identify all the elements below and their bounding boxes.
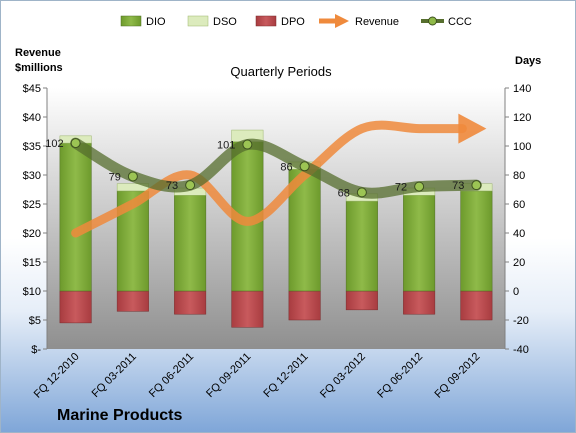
left-axis-tick-label: $5 (29, 315, 41, 327)
right-axis-label: Days (515, 55, 541, 67)
legend-label-dio: DIO (146, 16, 166, 28)
dpo-bar (231, 290, 264, 328)
dpo-bar (116, 290, 149, 312)
left-axis-tick-label: $15 (23, 257, 41, 269)
right-axis-tick-label: 100 (513, 141, 531, 153)
dpo-bar (403, 290, 436, 315)
left-axis-tick-label: $- (31, 344, 41, 356)
revenue-series (71, 113, 487, 238)
dio-bar (345, 200, 378, 292)
ccc-point (414, 181, 425, 192)
right-axis-tick-label: -20 (513, 315, 529, 327)
legend-swatch-revenue (319, 14, 349, 28)
dio-bar (403, 195, 436, 292)
x-axis-tick-label: FQ 09-2012 (433, 351, 483, 401)
company-name: Marine Products (57, 407, 182, 424)
ccc-data-label: 79 (109, 171, 121, 183)
left-axis-tick-label: $20 (23, 228, 41, 240)
dpo-bar (59, 290, 92, 324)
ccc-data-label: 73 (452, 180, 464, 192)
ccc-point (185, 180, 196, 191)
dio-bar (59, 142, 92, 292)
right-axis-tick-label: 20 (513, 257, 525, 269)
left-axis-tick-label: $45 (23, 83, 41, 95)
x-axis-tick-label: FQ 09-2011 (204, 351, 253, 400)
legend-swatch-ccc (421, 16, 444, 26)
right-axis-tick-label: 40 (513, 228, 525, 240)
left-axis-tick-label: $40 (23, 112, 41, 124)
ccc-point (127, 171, 138, 182)
x-axis-tick-label: FQ 06-2011 (147, 351, 196, 400)
dio-bar (174, 195, 207, 292)
chart-title: Quarterly Periods (230, 64, 332, 79)
ccc-data-label: 101 (217, 140, 235, 152)
ccc-data-label: 102 (45, 138, 63, 150)
legend-swatch-dio (120, 15, 142, 27)
right-axis-tick-label: 60 (513, 199, 525, 211)
x-axis-tick-label: FQ 03-2012 (318, 351, 368, 401)
ccc-series: 102 79 73 101 86 68 72 73 (45, 137, 482, 199)
ccc-point (299, 161, 310, 172)
chart-legend: DIO DSO DPO Revenue CCC (120, 14, 472, 28)
legend-swatch-dpo (255, 15, 277, 27)
legend-label-revenue: Revenue (355, 16, 399, 28)
legend-label-dso: DSO (213, 16, 237, 28)
right-axis-tick-label: -40 (513, 344, 529, 356)
left-axis-label-line1: Revenue (15, 47, 61, 59)
right-axis-tick-label: 140 (513, 83, 531, 95)
dpo-bar (345, 290, 378, 311)
left-axis-tick-label: $35 (23, 141, 41, 153)
dpo-bar (460, 290, 493, 321)
left-axis-tick-label: $30 (23, 170, 41, 182)
x-axis-tick-label: FQ 03-2011 (90, 351, 139, 400)
revenue-arrowhead (458, 113, 487, 144)
right-axis-tick-label: 80 (513, 170, 525, 182)
left-axis-label-line2: $millions (15, 62, 63, 74)
x-axis-tick-label: FQ 12-2011 (261, 351, 310, 400)
ccc-data-label: 86 (280, 161, 292, 173)
left-axis: $- $5 $10 $15 $20 $25 $30 $35 $40 $45 (23, 83, 48, 356)
left-axis-tick-label: $10 (23, 286, 41, 298)
right-axis: -40 -20 0 20 40 60 80 100 120 140 (504, 83, 531, 356)
legend-label-dpo: DPO (281, 16, 305, 28)
dpo-bar (288, 290, 321, 321)
ccc-point (242, 139, 253, 150)
legend-swatch-dso (187, 15, 209, 27)
left-axis-tick-label: $25 (23, 199, 41, 211)
ccc-data-label: 73 (166, 180, 178, 192)
ccc-data-label: 68 (338, 187, 350, 199)
ccc-data-label: 72 (395, 182, 407, 194)
dpo-bar (174, 290, 207, 315)
right-axis-tick-label: 0 (513, 286, 519, 298)
x-axis-labels: FQ 12-2010 FQ 03-2011 FQ 06-2011 FQ 09-2011… (32, 351, 483, 401)
right-axis-tick-label: 120 (513, 112, 531, 124)
ccc-point (471, 180, 482, 191)
ccc-point (70, 138, 81, 149)
x-axis-tick-label: FQ 06-2012 (375, 351, 425, 401)
dio-bar (460, 190, 493, 292)
ccc-point (356, 187, 367, 198)
revenue-line (71, 120, 467, 238)
legend-label-ccc: CCC (448, 16, 472, 28)
x-axis-tick-label: FQ 12-2010 (32, 351, 82, 401)
